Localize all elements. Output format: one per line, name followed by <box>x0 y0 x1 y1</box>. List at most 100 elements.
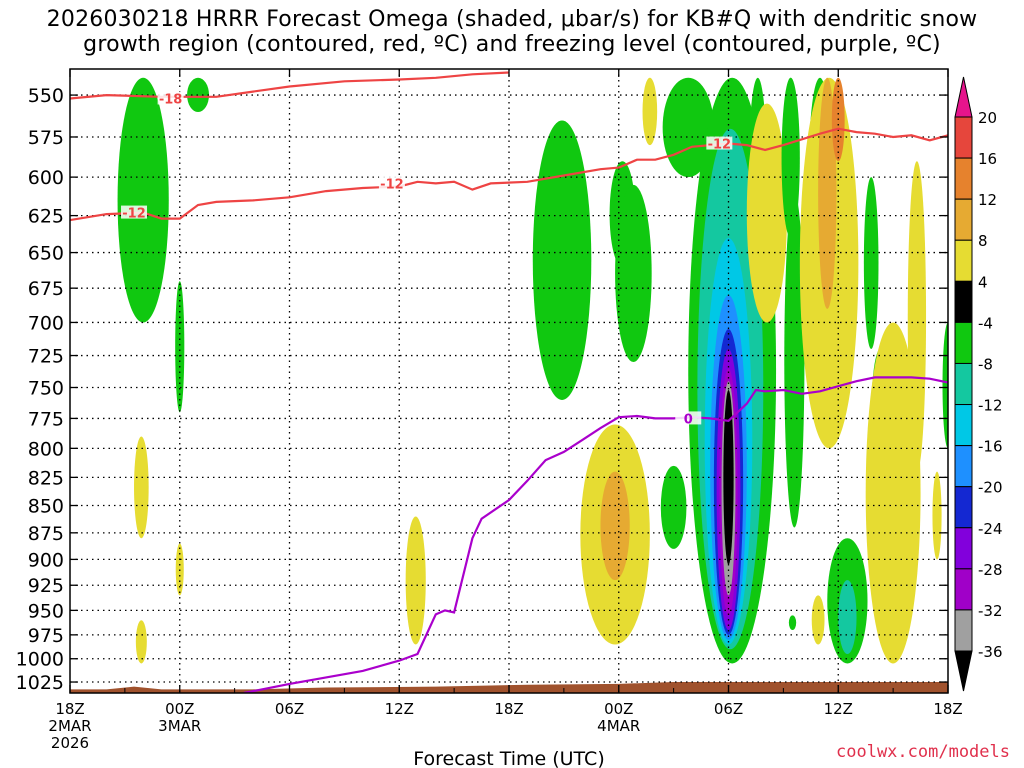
y-tick-label: 750 <box>28 378 64 400</box>
omega-region-yellow <box>642 77 658 146</box>
contour-label-bg <box>157 91 184 105</box>
omega-region-yellow <box>135 620 147 664</box>
contour-label: -12 <box>380 177 404 192</box>
omega-region-gold <box>600 471 630 581</box>
colorbar-band-violet <box>954 527 973 570</box>
plot-area <box>70 77 948 693</box>
colorbar-label: 16 <box>978 150 997 168</box>
y-tick-label: 1025 <box>16 672 64 694</box>
y-tick-label: 675 <box>28 278 64 300</box>
dgz-contour-line <box>70 127 948 222</box>
colorbar-label: -32 <box>978 602 1003 620</box>
y-tick-label: 925 <box>28 575 64 597</box>
omega-region-green <box>662 77 714 178</box>
x-date-label: 3MAR <box>158 717 201 735</box>
omega-region-yellow <box>907 161 927 472</box>
colorbar-band-red <box>954 116 973 159</box>
omega-region-yellow <box>134 436 149 539</box>
contour-label: -12 <box>122 207 146 222</box>
colorbar-label: 8 <box>978 232 988 250</box>
y-tick-label: 850 <box>28 496 64 518</box>
x-tick-label: 06Z <box>275 700 304 718</box>
colorbar-label: 12 <box>978 191 997 209</box>
contour-label-bg <box>675 411 702 425</box>
contour-label-bg <box>706 136 733 150</box>
dgz-contour-line <box>70 71 510 100</box>
y-tick-label: 1000 <box>16 649 64 671</box>
x-tick-label: 12Z <box>385 700 414 718</box>
y-tick-label: 550 <box>28 85 64 107</box>
contour-label-bg <box>121 205 148 219</box>
colorbar-band-teal <box>954 362 973 406</box>
y-tick-label: 725 <box>28 346 64 368</box>
x-year-label: 2026 <box>51 734 89 752</box>
omega-region-green <box>187 77 210 113</box>
x-tick-label: 18Z <box>55 700 84 718</box>
omega-region-yellow <box>865 322 921 664</box>
omega-region-green <box>615 184 652 363</box>
colorbar-band-orange <box>954 157 973 200</box>
omega-region-green <box>117 77 169 323</box>
colorbar-label: -24 <box>978 520 1003 538</box>
x-tick-label: 00Z <box>165 700 194 718</box>
colorbar-label: 20 <box>978 109 997 127</box>
colorbar-label: 4 <box>978 273 988 291</box>
colorbar-label: -28 <box>978 561 1003 579</box>
colorbar-band-white <box>954 280 973 323</box>
contour-lines: -18 -12 -12 -12 0 <box>70 71 948 693</box>
y-tick-label: 950 <box>28 600 64 622</box>
omega-region-green <box>784 192 805 528</box>
x-tick-label: 18Z <box>494 700 523 718</box>
omega-region-green <box>788 615 797 631</box>
omega-region-yellow <box>405 516 426 645</box>
omega-region-green <box>175 281 185 413</box>
omega-region-yellow <box>932 471 942 560</box>
colorbar-label: -4 <box>978 314 993 332</box>
axes: 550 575 600 625 650 675 700 725 750 775 800 825 850 8… <box>16 68 963 752</box>
colorbar: 20 16 12 8 4 -4 -8 -12 -16 -20 -24 -28 -32 -36 <box>954 76 1003 692</box>
omega-region-teal <box>838 580 857 655</box>
colorbar-label: -36 <box>978 643 1003 661</box>
colorbar-band-gold <box>954 198 973 241</box>
y-tick-label: 700 <box>28 312 64 334</box>
colorbar-band-purple <box>954 568 973 611</box>
colorbar-band-green <box>954 321 973 364</box>
colorbar-arrow-top <box>954 76 973 118</box>
colorbar-band-gray <box>954 609 973 652</box>
contour-label-bg <box>378 176 405 190</box>
chart-title-line-2: growth region (contoured, red, ºC) and f… <box>83 32 941 57</box>
colorbar-band-yellow <box>954 239 973 282</box>
grid <box>70 69 948 693</box>
x-tick-label: 12Z <box>824 700 853 718</box>
y-tick-label: 775 <box>28 408 64 430</box>
omega-region-green <box>660 465 687 549</box>
y-tick-label: 650 <box>28 243 64 265</box>
y-tick-label: 800 <box>28 438 64 460</box>
colorbar-label: -16 <box>978 438 1003 456</box>
contour-label: -18 <box>159 92 183 107</box>
colorbar-band-cyan <box>954 404 973 447</box>
colorbar-band-lightblue <box>954 445 973 488</box>
x-date-label: 4MAR <box>597 717 640 735</box>
x-date-label: 2MAR <box>48 717 91 735</box>
omega-region-green <box>863 177 879 350</box>
y-tick-label: 625 <box>28 206 64 228</box>
colorbar-arrow-bottom <box>954 650 973 692</box>
omega-region-gold <box>818 77 837 309</box>
x-tick-label: 18Z <box>933 700 962 718</box>
freezing-level-line <box>243 376 948 693</box>
y-tick-label: 975 <box>28 625 64 647</box>
omega-region-yellow <box>175 543 184 596</box>
y-tick-label: 900 <box>28 549 64 571</box>
chart-title-line-1: 2026030218 HRRR Forecast Omega (shaded, … <box>46 7 978 32</box>
colorbar-band-blue <box>954 486 973 529</box>
colorbar-label: -20 <box>978 479 1003 497</box>
y-tick-label: 825 <box>28 467 64 489</box>
x-tick-label: 06Z <box>714 700 743 718</box>
colorbar-label: -8 <box>978 355 993 373</box>
omega-region-green <box>942 322 948 449</box>
y-tick-label: 600 <box>28 167 64 189</box>
omega-region-yellow <box>811 595 825 645</box>
x-axis-label: Forecast Time (UTC) <box>413 748 604 768</box>
